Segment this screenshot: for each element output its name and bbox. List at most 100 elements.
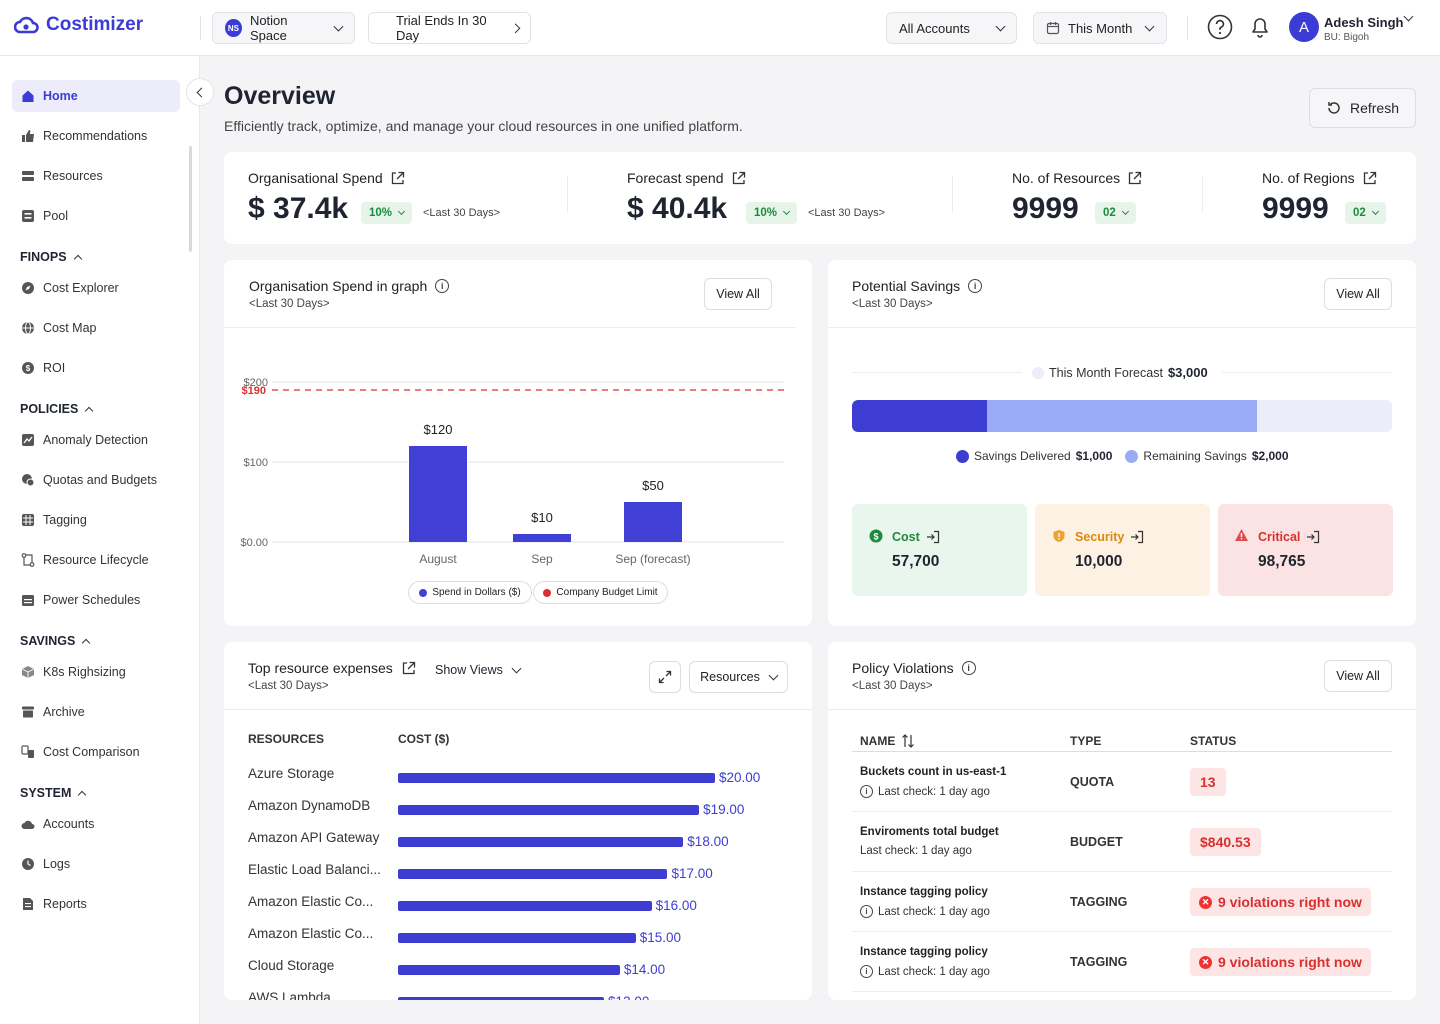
- external-link-icon[interactable]: [401, 661, 416, 676]
- card-title: Potential Savings: [852, 278, 961, 294]
- resource-cost-bar[interactable]: [398, 805, 700, 815]
- sidebar-item-pool[interactable]: Pool: [12, 200, 180, 232]
- org-spend-label[interactable]: Organisational Spend: [248, 170, 405, 186]
- divider: [224, 327, 796, 328]
- sidebar-item-cost-explorer[interactable]: Cost Explorer: [12, 272, 180, 304]
- sidebar-item-accounts[interactable]: Accounts: [12, 808, 180, 840]
- resource-cost-value: $14.00: [623, 962, 666, 977]
- sidebar-scrollbar[interactable]: [189, 146, 192, 252]
- resource-name: Cloud Storage: [248, 958, 335, 973]
- sidebar-item-quotas[interactable]: Quotas and Budgets: [12, 464, 180, 496]
- resource-cost-bar[interactable]: [398, 869, 668, 879]
- user-name[interactable]: Adesh Singh: [1324, 15, 1404, 30]
- legend-spend[interactable]: Spend in Dollars ($): [408, 581, 532, 604]
- violations-view-all-button[interactable]: View All: [1324, 660, 1392, 692]
- workspace-selector[interactable]: NS Notion Space: [212, 12, 355, 44]
- chevron-down-icon[interactable]: [1403, 11, 1414, 22]
- sidebar-item-tagging[interactable]: Tagging: [12, 504, 180, 536]
- sidebar-item-power-schedules[interactable]: Power Schedules: [12, 584, 180, 616]
- user-avatar[interactable]: A: [1289, 12, 1319, 42]
- sidebar-item-home[interactable]: Home: [12, 80, 180, 112]
- info-icon[interactable]: i: [968, 279, 983, 293]
- violation-name[interactable]: Instance tagging policy: [860, 886, 988, 898]
- sidebar-item-logs[interactable]: Logs: [12, 848, 180, 880]
- section-savings[interactable]: SAVINGS: [20, 634, 91, 648]
- critical-box[interactable]: Critical 98,765: [1218, 504, 1393, 596]
- spend-graph-view-all-button[interactable]: View All: [704, 278, 772, 310]
- resource-cost-bar[interactable]: [398, 773, 715, 783]
- section-system[interactable]: SYSTEM: [20, 786, 87, 800]
- cost-box[interactable]: $ Cost 57,700: [852, 504, 1027, 596]
- resource-cost-bar[interactable]: [398, 933, 636, 943]
- violation-status-badge[interactable]: 13: [1190, 768, 1226, 796]
- sidebar-item-resources[interactable]: Resources: [12, 160, 180, 192]
- calendar-icon: [1046, 22, 1060, 35]
- resources-label[interactable]: No. of Resources: [1012, 170, 1142, 186]
- sidebar-item-anomaly-detection[interactable]: Anomaly Detection: [12, 424, 180, 456]
- violation-name[interactable]: Instance tagging policy: [860, 946, 988, 958]
- column-header-cost: COST ($): [398, 732, 450, 746]
- app-logo[interactable]: Costimizer: [14, 14, 143, 36]
- regions-badge[interactable]: 02: [1345, 202, 1386, 224]
- bell-icon[interactable]: [1247, 14, 1273, 40]
- sidebar-item-lifecycle[interactable]: Resource Lifecycle: [12, 544, 180, 576]
- resources-badge[interactable]: 02: [1095, 202, 1136, 224]
- section-finops[interactable]: FINOPS: [20, 250, 82, 264]
- resource-cost-value: $19.00: [703, 802, 745, 817]
- info-icon[interactable]: i: [435, 279, 450, 293]
- cost-label: Cost: [892, 530, 940, 544]
- security-box[interactable]: Security 10,000: [1035, 504, 1210, 596]
- expand-button[interactable]: [649, 661, 681, 693]
- period-selector[interactable]: This Month: [1033, 12, 1167, 44]
- violation-status-badge[interactable]: ✕ 9 violations right now: [1190, 888, 1371, 916]
- help-icon[interactable]: [1207, 14, 1233, 40]
- violation-status-badge[interactable]: ✕ 9 violations right now: [1190, 948, 1371, 976]
- resource-cost-bar[interactable]: [398, 837, 684, 847]
- sidebar-item-cost-comparison[interactable]: Cost Comparison: [12, 736, 180, 768]
- sidebar-item-roi[interactable]: $ ROI: [12, 352, 180, 384]
- resources-dropdown[interactable]: Resources: [689, 661, 788, 693]
- section-policies[interactable]: POLICIES: [20, 402, 94, 416]
- resource-cost-bar[interactable]: [398, 965, 620, 975]
- show-views-dropdown[interactable]: Show Views: [435, 663, 522, 677]
- sidebar-item-label: Resource Lifecycle: [43, 553, 149, 567]
- refresh-button[interactable]: Refresh: [1309, 88, 1416, 128]
- sidebar-item-k8s[interactable]: K8s Righsizing: [12, 656, 180, 688]
- savings-view-all-button[interactable]: View All: [1324, 278, 1392, 310]
- sidebar-item-recommendations[interactable]: Recommendations: [12, 120, 180, 152]
- forecast-label[interactable]: Forecast spend: [627, 170, 746, 186]
- violation-status-badge[interactable]: $840.53: [1190, 828, 1261, 856]
- sidebar-item-cost-map[interactable]: Cost Map: [12, 312, 180, 344]
- violation-name[interactable]: Enviroments total budget: [860, 826, 999, 838]
- forecast-badge[interactable]: 10%: [746, 202, 798, 224]
- trial-label: Trial Ends In 30 Day: [396, 13, 487, 43]
- sidebar-item-archive[interactable]: Archive: [12, 696, 180, 728]
- accounts-selector[interactable]: All Accounts: [886, 12, 1017, 44]
- lifecycle-icon: [21, 553, 35, 567]
- divider: [828, 327, 1416, 328]
- user-bu: BU: Bigoh: [1324, 32, 1370, 43]
- regions-label[interactable]: No. of Regions: [1262, 170, 1377, 186]
- trial-button[interactable]: Trial Ends In 30 Day: [368, 12, 531, 44]
- spend-graph-subtitle: <Last 30 Days>: [249, 298, 330, 310]
- resource-cost-bar[interactable]: [398, 997, 605, 1000]
- spend-graph-card: [224, 260, 812, 626]
- resource-cost-bar[interactable]: [398, 901, 652, 911]
- bar[interactable]: [624, 502, 682, 542]
- sidebar-item-reports[interactable]: Reports: [12, 888, 180, 920]
- bar[interactable]: [409, 446, 467, 542]
- critical-label: Critical: [1258, 530, 1320, 544]
- violation-name[interactable]: Buckets count in us-east-1: [860, 766, 1007, 778]
- bar[interactable]: [513, 534, 571, 542]
- x-tick-label: Sep: [531, 552, 553, 566]
- info-icon[interactable]: i: [961, 661, 976, 675]
- column-header-name[interactable]: NAME: [860, 734, 915, 748]
- sidebar-item-label: Tagging: [43, 513, 87, 527]
- regions-value: 9999: [1262, 192, 1329, 225]
- resource-cost-value: $16.00: [655, 898, 697, 913]
- collapse-sidebar-button[interactable]: [186, 78, 214, 106]
- critical-value: 98,765: [1258, 553, 1306, 570]
- org-spend-badge[interactable]: 10%: [361, 202, 413, 224]
- violations-subtitle: <Last 30 Days>: [852, 680, 933, 692]
- legend-budget[interactable]: Company Budget Limit: [533, 581, 668, 604]
